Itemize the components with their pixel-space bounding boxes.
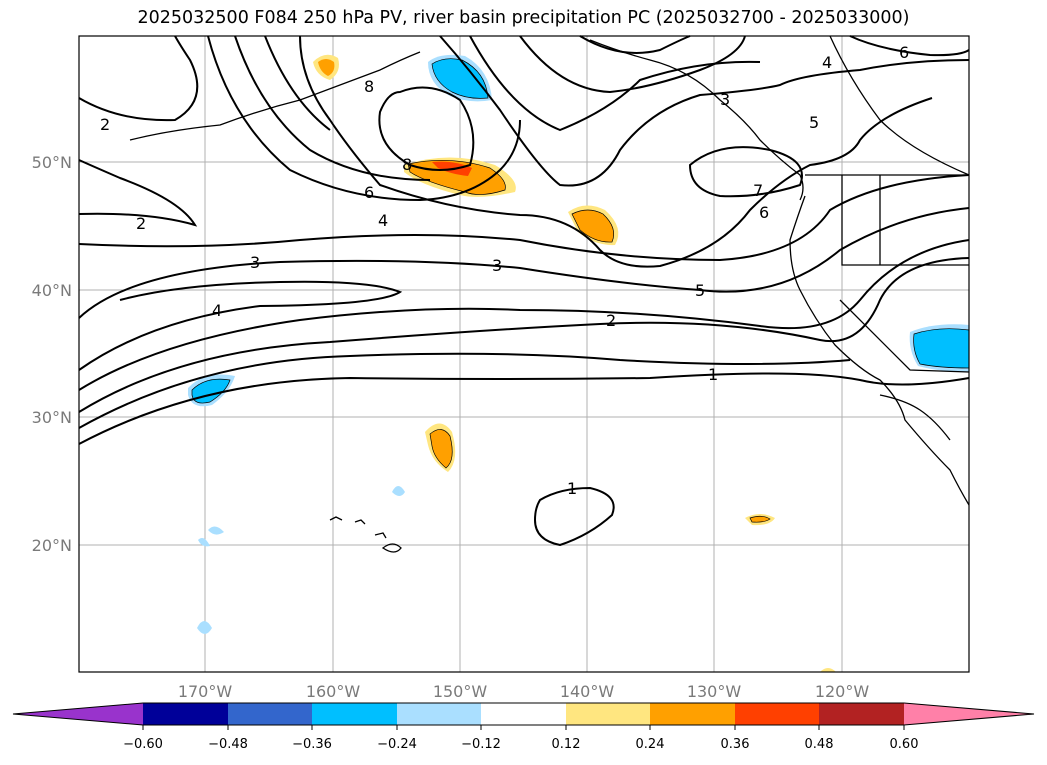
lon-label-170w: 170°W bbox=[178, 682, 233, 701]
contour-label: 8 bbox=[402, 155, 412, 174]
colorbar-tick: −0.48 bbox=[208, 737, 248, 752]
lon-label-140w: 140°W bbox=[560, 682, 615, 701]
longitude-labels: 170°W 160°W 150°W 140°W 130°W 120°W bbox=[178, 682, 870, 701]
contour-label: 5 bbox=[695, 281, 705, 300]
contour-label: 3 bbox=[492, 256, 502, 275]
colorbar-segment bbox=[566, 703, 650, 725]
colorbar-tick: 0.24 bbox=[636, 737, 665, 752]
map-plot-area bbox=[78, 35, 970, 673]
contour-labels: 2 2 3 4 6 8 8 4 3 3 2 1 1 5 5 6 7 4 6 bbox=[100, 43, 909, 498]
colorbar-extend-high bbox=[904, 703, 1034, 725]
coastlines bbox=[129, 35, 970, 553]
colorbar-tick: −0.24 bbox=[377, 737, 417, 752]
contour-label: 7 bbox=[753, 181, 763, 200]
lon-label-130w: 130°W bbox=[687, 682, 742, 701]
colorbar-tick: 0.36 bbox=[721, 737, 750, 752]
lon-label-150w: 150°W bbox=[433, 682, 488, 701]
colorbar-segment bbox=[312, 703, 397, 725]
colorbar-segment bbox=[481, 703, 566, 725]
latitude-labels: 50°N 40°N 30°N 20°N bbox=[32, 153, 72, 555]
contour-label: 1 bbox=[567, 479, 577, 498]
contour-label: 3 bbox=[250, 253, 260, 272]
contour-label: 2 bbox=[100, 115, 110, 134]
colorbar-extend-low bbox=[13, 703, 143, 725]
colorbar-segment bbox=[735, 703, 819, 725]
contour-label: 8 bbox=[364, 77, 374, 96]
lat-label-50n: 50°N bbox=[32, 153, 72, 172]
lon-label-160w: 160°W bbox=[306, 682, 361, 701]
colorbar-tick: 0.60 bbox=[890, 737, 919, 752]
lon-label-120w: 120°W bbox=[815, 682, 870, 701]
contour-label: 3 bbox=[720, 90, 730, 109]
contour-label: 6 bbox=[364, 183, 374, 202]
lat-label-20n: 20°N bbox=[32, 536, 72, 555]
colorbar-segment bbox=[397, 703, 481, 725]
pv-contours bbox=[78, 35, 970, 547]
contour-label: 2 bbox=[606, 311, 616, 330]
colorbar-segment bbox=[819, 703, 904, 725]
contour-label: 6 bbox=[759, 203, 769, 222]
contour-label: 2 bbox=[136, 214, 146, 233]
lat-label-30n: 30°N bbox=[32, 408, 72, 427]
colorbar: −0.60 −0.48 −0.36 −0.24 −0.12 0.12 0.24 … bbox=[12, 702, 1035, 752]
contour-label: 1 bbox=[708, 365, 718, 384]
map-title: 2025032500 F084 250 hPa PV, river basin … bbox=[137, 8, 910, 28]
contour-label: 6 bbox=[899, 43, 909, 62]
colorbar-tick: 0.12 bbox=[552, 737, 581, 752]
colorbar-segment bbox=[650, 703, 735, 725]
precip-outlines bbox=[191, 58, 970, 523]
contour-label: 5 bbox=[809, 113, 819, 132]
colorbar-segment bbox=[228, 703, 312, 725]
contour-label: 4 bbox=[378, 211, 388, 230]
colorbar-tick: −0.12 bbox=[461, 737, 501, 752]
colorbar-segment bbox=[143, 703, 228, 725]
colorbar-tick: −0.60 bbox=[123, 737, 163, 752]
contour-label: 4 bbox=[822, 53, 832, 72]
colorbar-tick: −0.36 bbox=[292, 737, 332, 752]
colorbar-tick: 0.48 bbox=[805, 737, 834, 752]
contour-label: 4 bbox=[212, 301, 222, 320]
lat-label-40n: 40°N bbox=[32, 281, 72, 300]
